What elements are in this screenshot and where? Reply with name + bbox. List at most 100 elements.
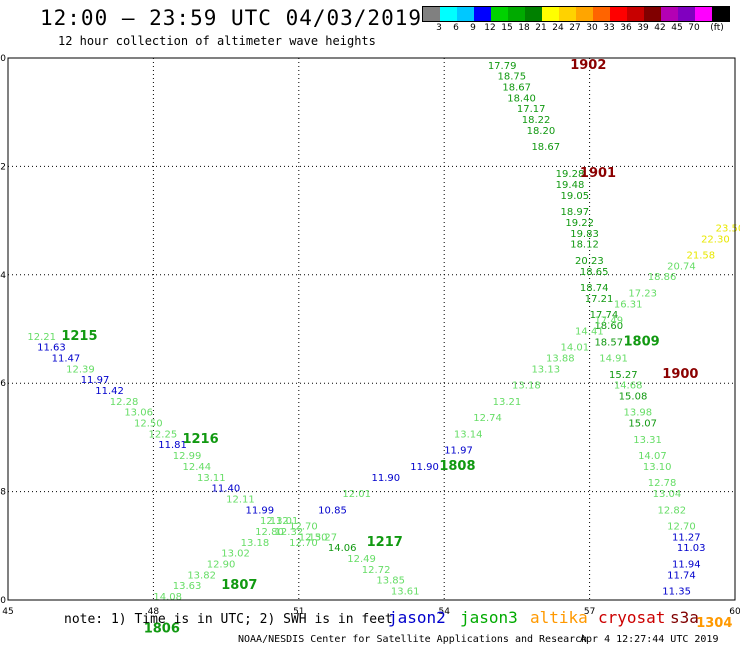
pass-time-label: 1809: [624, 334, 660, 349]
wave-height-value: 17.23: [628, 288, 657, 299]
wave-height-value: 12.70: [667, 522, 696, 533]
x-tick-label: 45: [2, 607, 13, 617]
legend-swatch: [474, 7, 491, 21]
footer-timestamp: Apr 4 12:27:44 UTC 2019: [580, 634, 719, 645]
wave-height-value: 12.21: [27, 332, 56, 343]
wave-height-value: 12.82: [657, 505, 686, 516]
wave-height-value: 23.50: [716, 223, 740, 234]
wave-height-value: 17.49: [594, 316, 623, 327]
legend-label: 42: [654, 23, 666, 33]
legend-label: 39: [637, 23, 649, 33]
wave-height-value: 13.04: [653, 489, 682, 500]
wave-height-value: 13.02: [221, 549, 250, 560]
legend-swatch: [508, 7, 525, 21]
wave-height-value: 18.75: [498, 72, 527, 83]
wave-height-value: 14.68: [614, 381, 643, 392]
satellite-legend-cryosat: cryosat: [598, 608, 666, 627]
wave-height-value: 17.21: [585, 294, 614, 305]
y-tick-label: -50: [0, 54, 6, 64]
legend-label: 3: [436, 23, 442, 33]
wave-height-value: 11.94: [672, 559, 701, 570]
x-tick-label: 60: [729, 607, 740, 617]
pass-time-label: 1216: [182, 432, 218, 447]
wave-height-value: 18.67: [502, 83, 531, 94]
wave-height-value: 17.79: [488, 61, 517, 72]
wave-height-value: 18.40: [507, 93, 536, 104]
wave-height-value: 12.01: [342, 489, 371, 500]
wave-height-value: 17.17: [517, 104, 546, 115]
legend-label: 15: [501, 23, 513, 33]
x-tick-label: 48: [148, 607, 160, 617]
wave-height-value: 11.42: [95, 386, 124, 397]
legend-label: 30: [586, 23, 598, 33]
pass-time-label: 1902: [570, 58, 606, 73]
legend-swatch: [440, 7, 457, 21]
pass-1809: 10.8512.0111.9011.9011.9713.1412.7413.21…: [318, 223, 740, 516]
wave-height-value: 18.74: [580, 283, 609, 294]
pass-1216: 11.8112.9912.4413.1111.4012.1111.9912.12…: [158, 432, 318, 549]
y-tick-label: -56: [0, 379, 6, 389]
legend-swatch: [661, 7, 678, 21]
wave-height-value: 12.78: [648, 478, 677, 489]
wave-height-value: 19.48: [556, 180, 585, 191]
satellite-legend-jason3: jason3: [460, 608, 518, 627]
wave-height-value: 11.81: [158, 440, 187, 451]
wave-height-value: 12.39: [66, 364, 95, 375]
wave-height-value: 11.47: [52, 354, 81, 365]
pass-time-label: 1304: [696, 616, 732, 631]
wave-height-value: 12.50: [134, 419, 163, 430]
wave-height-value: 20.74: [667, 261, 696, 272]
wave-height-value: 14.41: [575, 326, 604, 337]
wave-height-value: 11.99: [245, 505, 274, 516]
legend-label: 12: [484, 23, 496, 33]
wave-height-value: 13.21: [493, 397, 522, 408]
wave-height-value: 12.50: [299, 532, 328, 543]
y-tick-label: -52: [0, 162, 6, 172]
wave-height-value: 13.88: [546, 354, 575, 365]
pass-time-label: 1807: [221, 578, 257, 593]
wave-height-value: 18.57: [594, 337, 623, 348]
wave-height-value: 21.58: [687, 251, 716, 262]
wave-height-value: 13.27: [308, 532, 337, 543]
wave-height-value: 18.22: [522, 115, 551, 126]
wave-height-value: 11.90: [372, 473, 401, 484]
legend-label: (ft): [710, 23, 724, 33]
wave-height-value: 12.32: [275, 527, 304, 538]
map-axes: 45 48 51 54 57 60 -50 -52 -54 -56 -58 -60: [0, 54, 740, 617]
wave-height-value: 11.97: [81, 375, 110, 386]
y-tick-label: -54: [0, 271, 6, 281]
wave-height-value: 12.72: [362, 565, 391, 576]
legend-label: 33: [603, 23, 615, 33]
wave-height-value: 13.18: [241, 538, 270, 549]
pass-1215: 12.2111.6311.4712.3911.9711.4212.2813.06…: [27, 329, 177, 441]
wave-height-value: 11.35: [662, 587, 691, 598]
legend-label: 45: [671, 23, 683, 33]
map-frame: [7, 57, 736, 601]
legend-swatch: [695, 7, 712, 21]
wave-height-value: 11.97: [444, 446, 473, 457]
wave-height-value: 14.06: [328, 543, 357, 554]
legend-label: 70: [688, 23, 700, 33]
pass-1806: 1806: [144, 622, 180, 637]
legend-swatch: [542, 7, 559, 21]
wave-height-value: 12.44: [182, 462, 211, 473]
wave-height-value: 13.10: [643, 462, 672, 473]
wave-height-value: 14.08: [153, 592, 182, 603]
legend-swatch: [678, 7, 695, 21]
y-tick-label: -58: [0, 488, 6, 498]
wave-height-value: 12.99: [173, 451, 202, 462]
wave-height-value: 13.06: [124, 408, 153, 419]
wave-height-value: 13.61: [391, 587, 420, 598]
wave-height-value: 12.80: [255, 527, 284, 538]
color-legend-labels: 3 6 9 12 15 18 21 24 27 30 33 36 39 42 45 70 (ft): [422, 23, 740, 35]
y-tick-label: -60: [0, 596, 6, 606]
pass-time-label: 1901: [580, 166, 616, 181]
wave-height-value: 18.60: [594, 321, 623, 332]
wave-height-value: 13.14: [454, 429, 483, 440]
pass-time-label: 1806: [144, 622, 180, 637]
legend-swatch: [593, 7, 610, 21]
